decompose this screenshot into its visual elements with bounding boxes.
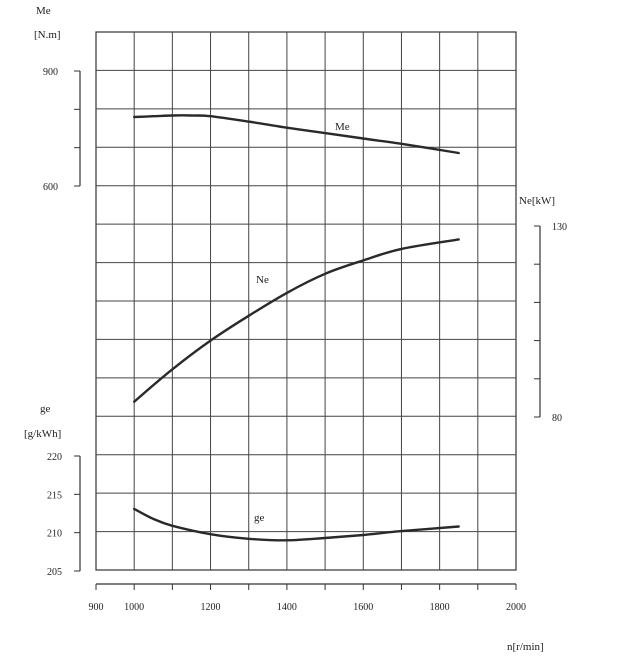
ge-tick-label: 220: [47, 452, 62, 463]
me-axis-label: Me: [36, 5, 51, 17]
series-ne-label: Ne: [256, 274, 269, 286]
me-axis-unit: [N.m]: [34, 29, 61, 41]
x-tick-label: 1600: [353, 602, 373, 613]
x-tick-label: 1000: [124, 602, 144, 613]
chart-curves: [133, 114, 460, 542]
ne-axis-label: Ne[kW]: [519, 195, 555, 207]
ge-axis-unit: [g/kWh]: [24, 428, 61, 440]
series-me-label: Me: [335, 121, 350, 133]
chart-labels: Me Ne ge: [254, 121, 350, 524]
series-ge-line: [133, 507, 460, 542]
x-tick-label: 2000: [506, 602, 526, 613]
x-tick-label: 1400: [277, 602, 297, 613]
me-tick-label: 900: [43, 67, 58, 78]
ge-tick-label: 205: [47, 567, 62, 578]
ge-tick-label: 215: [47, 490, 62, 501]
ne-tick-label: 130: [552, 222, 567, 233]
ge-axis-label: ge: [40, 403, 51, 415]
x-tick-label: 1800: [430, 602, 450, 613]
chart-axes: 900 600 Me [N.m] 130 80 Ne[kW] 220 215 210 205 ge [g…: [24, 5, 567, 653]
me-tick-label: 600: [43, 182, 58, 193]
x-tick-label: 900: [89, 602, 104, 613]
x-tick-label: 1200: [201, 602, 221, 613]
series-ne-line: [133, 238, 460, 403]
x-axis-label: n[r/min]: [507, 641, 544, 653]
series-ge-label: ge: [254, 512, 265, 524]
ne-tick-label: 80: [552, 413, 562, 424]
ge-tick-label: 210: [47, 529, 62, 540]
plot-grid: [95, 31, 517, 571]
series-me-line: [133, 114, 460, 155]
